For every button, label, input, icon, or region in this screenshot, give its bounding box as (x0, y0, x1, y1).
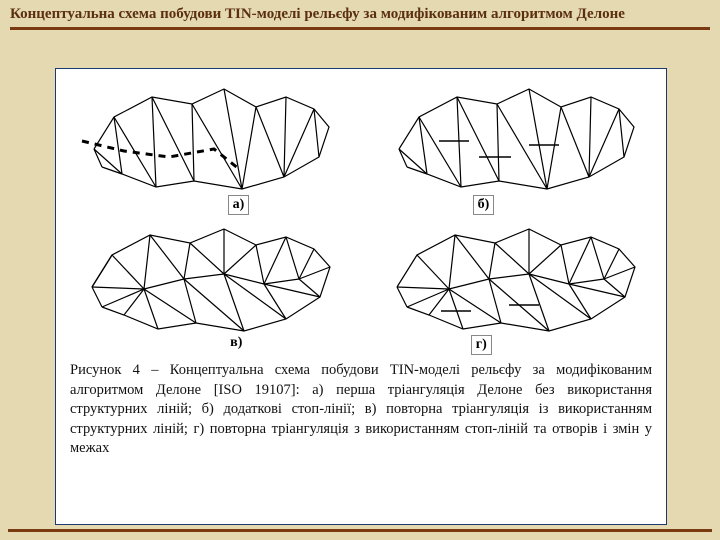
page-title: Концептуальна схема побудови TIN-моделі … (10, 6, 710, 23)
mesh-panel-v (74, 219, 344, 339)
panel-label-v: в) (230, 335, 242, 355)
mesh-panel-b (379, 79, 649, 199)
panel-label-a: а) (228, 195, 250, 215)
mesh-panel-g (379, 219, 649, 339)
dashed-path-icon (82, 141, 239, 169)
mesh-row-1 (56, 69, 666, 199)
top-rule (10, 27, 710, 30)
panel-label-g: г) (471, 335, 492, 355)
mesh-panel-a (74, 79, 344, 199)
figure-box: а) б) (55, 68, 667, 525)
panel-label-b: б) (473, 195, 495, 215)
bottom-rule (8, 529, 712, 532)
figure-caption: Рисунок 4 – Концептуальна схема побудови… (56, 355, 666, 459)
mesh-row-2 (56, 215, 666, 339)
